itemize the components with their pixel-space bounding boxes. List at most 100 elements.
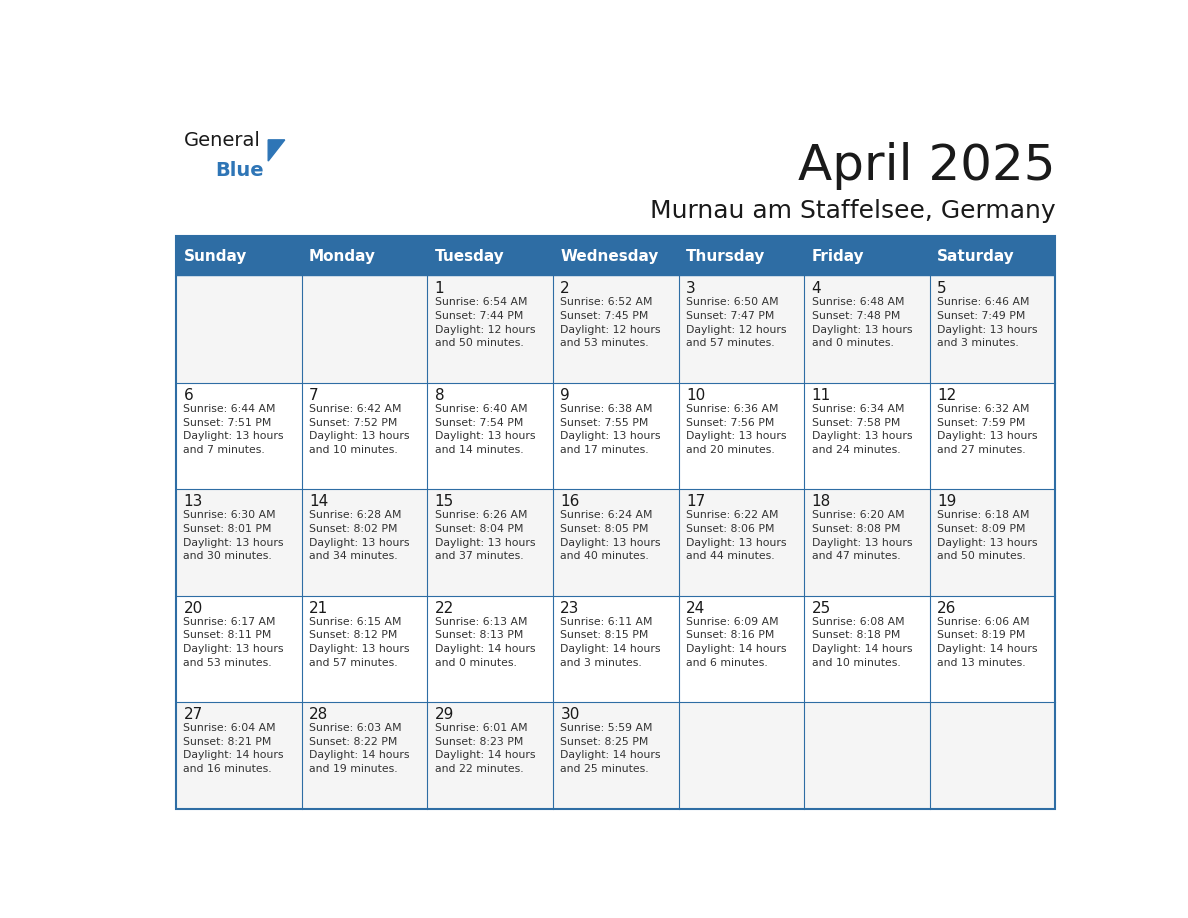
Text: Sunday: Sunday	[183, 249, 247, 263]
Text: Saturday: Saturday	[937, 249, 1015, 263]
Text: 7: 7	[309, 387, 318, 403]
Text: Sunrise: 6:30 AM
Sunset: 8:01 PM
Daylight: 13 hours
and 30 minutes.: Sunrise: 6:30 AM Sunset: 8:01 PM Dayligh…	[183, 510, 284, 561]
Bar	[678, 236, 804, 276]
Text: 22: 22	[435, 600, 454, 616]
Bar	[804, 383, 930, 489]
Bar	[678, 489, 804, 596]
Text: 5: 5	[937, 281, 947, 297]
Text: Sunrise: 6:15 AM
Sunset: 8:12 PM
Daylight: 13 hours
and 57 minutes.: Sunrise: 6:15 AM Sunset: 8:12 PM Dayligh…	[309, 617, 410, 667]
Bar	[176, 236, 1055, 809]
Text: Sunrise: 6:38 AM
Sunset: 7:55 PM
Daylight: 13 hours
and 17 minutes.: Sunrise: 6:38 AM Sunset: 7:55 PM Dayligh…	[561, 404, 661, 454]
Bar	[930, 276, 1055, 383]
Bar	[930, 383, 1055, 489]
Text: 19: 19	[937, 494, 956, 509]
Text: 13: 13	[183, 494, 203, 509]
Text: Thursday: Thursday	[685, 249, 765, 263]
Text: 3: 3	[685, 281, 696, 297]
Bar	[302, 276, 428, 383]
Bar	[176, 236, 302, 276]
Text: 1: 1	[435, 281, 444, 297]
Text: Sunrise: 6:06 AM
Sunset: 8:19 PM
Daylight: 14 hours
and 13 minutes.: Sunrise: 6:06 AM Sunset: 8:19 PM Dayligh…	[937, 617, 1037, 667]
Bar	[176, 489, 302, 596]
Text: 11: 11	[811, 387, 830, 403]
Text: 9: 9	[561, 387, 570, 403]
Text: Sunrise: 6:32 AM
Sunset: 7:59 PM
Daylight: 13 hours
and 27 minutes.: Sunrise: 6:32 AM Sunset: 7:59 PM Dayligh…	[937, 404, 1037, 454]
Text: Sunrise: 6:11 AM
Sunset: 8:15 PM
Daylight: 14 hours
and 3 minutes.: Sunrise: 6:11 AM Sunset: 8:15 PM Dayligh…	[561, 617, 661, 667]
Text: Sunrise: 6:40 AM
Sunset: 7:54 PM
Daylight: 13 hours
and 14 minutes.: Sunrise: 6:40 AM Sunset: 7:54 PM Dayligh…	[435, 404, 536, 454]
Text: 14: 14	[309, 494, 328, 509]
Bar	[302, 236, 428, 276]
Text: Sunrise: 6:26 AM
Sunset: 8:04 PM
Daylight: 13 hours
and 37 minutes.: Sunrise: 6:26 AM Sunset: 8:04 PM Dayligh…	[435, 510, 536, 561]
Text: Sunrise: 6:34 AM
Sunset: 7:58 PM
Daylight: 13 hours
and 24 minutes.: Sunrise: 6:34 AM Sunset: 7:58 PM Dayligh…	[811, 404, 912, 454]
Bar	[804, 702, 930, 809]
Bar	[804, 596, 930, 702]
Text: 2: 2	[561, 281, 570, 297]
Text: Sunrise: 6:54 AM
Sunset: 7:44 PM
Daylight: 12 hours
and 50 minutes.: Sunrise: 6:54 AM Sunset: 7:44 PM Dayligh…	[435, 297, 536, 348]
Text: 6: 6	[183, 387, 194, 403]
Bar	[804, 276, 930, 383]
Bar	[428, 596, 552, 702]
Bar	[552, 236, 678, 276]
Bar	[176, 596, 302, 702]
Bar	[302, 702, 428, 809]
Text: Sunrise: 6:01 AM
Sunset: 8:23 PM
Daylight: 14 hours
and 22 minutes.: Sunrise: 6:01 AM Sunset: 8:23 PM Dayligh…	[435, 723, 536, 774]
Text: Tuesday: Tuesday	[435, 249, 505, 263]
Text: 10: 10	[685, 387, 706, 403]
Text: 30: 30	[561, 707, 580, 722]
Text: April 2025: April 2025	[798, 142, 1055, 190]
Polygon shape	[268, 140, 285, 161]
Bar	[176, 276, 302, 383]
Bar	[552, 276, 678, 383]
Bar	[176, 383, 302, 489]
Text: Sunrise: 5:59 AM
Sunset: 8:25 PM
Daylight: 14 hours
and 25 minutes.: Sunrise: 5:59 AM Sunset: 8:25 PM Dayligh…	[561, 723, 661, 774]
Bar	[428, 276, 552, 383]
Text: Sunrise: 6:20 AM
Sunset: 8:08 PM
Daylight: 13 hours
and 47 minutes.: Sunrise: 6:20 AM Sunset: 8:08 PM Dayligh…	[811, 510, 912, 561]
Bar	[552, 383, 678, 489]
Bar	[804, 236, 930, 276]
Bar	[930, 236, 1055, 276]
Text: Sunrise: 6:22 AM
Sunset: 8:06 PM
Daylight: 13 hours
and 44 minutes.: Sunrise: 6:22 AM Sunset: 8:06 PM Dayligh…	[685, 510, 786, 561]
Text: Sunrise: 6:09 AM
Sunset: 8:16 PM
Daylight: 14 hours
and 6 minutes.: Sunrise: 6:09 AM Sunset: 8:16 PM Dayligh…	[685, 617, 786, 667]
Text: Sunrise: 6:18 AM
Sunset: 8:09 PM
Daylight: 13 hours
and 50 minutes.: Sunrise: 6:18 AM Sunset: 8:09 PM Dayligh…	[937, 510, 1037, 561]
Bar	[176, 702, 302, 809]
Text: 4: 4	[811, 281, 821, 297]
Text: 21: 21	[309, 600, 328, 616]
Text: Sunrise: 6:36 AM
Sunset: 7:56 PM
Daylight: 13 hours
and 20 minutes.: Sunrise: 6:36 AM Sunset: 7:56 PM Dayligh…	[685, 404, 786, 454]
Text: 15: 15	[435, 494, 454, 509]
Bar	[678, 276, 804, 383]
Bar	[678, 702, 804, 809]
Text: Sunrise: 6:46 AM
Sunset: 7:49 PM
Daylight: 13 hours
and 3 minutes.: Sunrise: 6:46 AM Sunset: 7:49 PM Dayligh…	[937, 297, 1037, 348]
Text: Sunrise: 6:08 AM
Sunset: 8:18 PM
Daylight: 14 hours
and 10 minutes.: Sunrise: 6:08 AM Sunset: 8:18 PM Dayligh…	[811, 617, 912, 667]
Text: Sunrise: 6:24 AM
Sunset: 8:05 PM
Daylight: 13 hours
and 40 minutes.: Sunrise: 6:24 AM Sunset: 8:05 PM Dayligh…	[561, 510, 661, 561]
Text: Murnau am Staffelsee, Germany: Murnau am Staffelsee, Germany	[650, 198, 1055, 222]
Bar	[552, 489, 678, 596]
Text: 8: 8	[435, 387, 444, 403]
Bar	[428, 702, 552, 809]
Text: Sunrise: 6:50 AM
Sunset: 7:47 PM
Daylight: 12 hours
and 57 minutes.: Sunrise: 6:50 AM Sunset: 7:47 PM Dayligh…	[685, 297, 786, 348]
Bar	[302, 489, 428, 596]
Text: Sunrise: 6:04 AM
Sunset: 8:21 PM
Daylight: 14 hours
and 16 minutes.: Sunrise: 6:04 AM Sunset: 8:21 PM Dayligh…	[183, 723, 284, 774]
Text: Sunrise: 6:48 AM
Sunset: 7:48 PM
Daylight: 13 hours
and 0 minutes.: Sunrise: 6:48 AM Sunset: 7:48 PM Dayligh…	[811, 297, 912, 348]
Text: Monday: Monday	[309, 249, 377, 263]
Text: 25: 25	[811, 600, 830, 616]
Text: 16: 16	[561, 494, 580, 509]
Bar	[302, 383, 428, 489]
Bar	[552, 596, 678, 702]
Text: Sunrise: 6:28 AM
Sunset: 8:02 PM
Daylight: 13 hours
and 34 minutes.: Sunrise: 6:28 AM Sunset: 8:02 PM Dayligh…	[309, 510, 410, 561]
Text: Sunrise: 6:52 AM
Sunset: 7:45 PM
Daylight: 12 hours
and 53 minutes.: Sunrise: 6:52 AM Sunset: 7:45 PM Dayligh…	[561, 297, 661, 348]
Text: 28: 28	[309, 707, 328, 722]
Bar	[428, 489, 552, 596]
Bar	[552, 702, 678, 809]
Text: Sunrise: 6:42 AM
Sunset: 7:52 PM
Daylight: 13 hours
and 10 minutes.: Sunrise: 6:42 AM Sunset: 7:52 PM Dayligh…	[309, 404, 410, 454]
Text: 18: 18	[811, 494, 830, 509]
Text: Sunrise: 6:13 AM
Sunset: 8:13 PM
Daylight: 14 hours
and 0 minutes.: Sunrise: 6:13 AM Sunset: 8:13 PM Dayligh…	[435, 617, 536, 667]
Text: 20: 20	[183, 600, 203, 616]
Text: 17: 17	[685, 494, 706, 509]
Text: 23: 23	[561, 600, 580, 616]
Text: Sunrise: 6:17 AM
Sunset: 8:11 PM
Daylight: 13 hours
and 53 minutes.: Sunrise: 6:17 AM Sunset: 8:11 PM Dayligh…	[183, 617, 284, 667]
Bar	[930, 702, 1055, 809]
Text: Blue: Blue	[215, 161, 264, 180]
Bar	[804, 489, 930, 596]
Bar	[678, 596, 804, 702]
Bar	[428, 236, 552, 276]
